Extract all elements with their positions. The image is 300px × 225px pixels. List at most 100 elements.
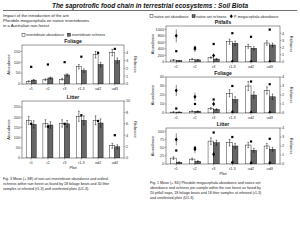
error-stem bbox=[83, 69, 84, 72]
caption-line: Fig. 3 Mean (+ SE) of non-ant invertebra… bbox=[3, 177, 108, 181]
bar bbox=[98, 65, 103, 85]
y-tick-label: 20 bbox=[160, 93, 164, 97]
panel-title: Foliage bbox=[214, 70, 232, 76]
point bbox=[231, 160, 234, 164]
error-cap bbox=[45, 119, 47, 120]
y-tick-label: 400 bbox=[158, 47, 164, 51]
panel: 0200400600800100001234r1r2r3r1-3ud2ud3Ab… bbox=[150, 19, 294, 69]
error-stem bbox=[179, 111, 180, 113]
error-bar bbox=[100, 119, 102, 127]
error-cap bbox=[50, 121, 52, 122]
marker-range bbox=[176, 29, 177, 42]
point bbox=[268, 60, 271, 62]
error-stem bbox=[216, 140, 217, 145]
y-tick-label: 800 bbox=[158, 34, 164, 38]
bar bbox=[264, 146, 270, 164]
error-stem bbox=[50, 122, 51, 129]
y2-tick-label: 10 bbox=[126, 99, 130, 103]
bar bbox=[31, 80, 36, 84]
legend-item: native ant abundance bbox=[150, 15, 189, 19]
error-stem bbox=[253, 92, 254, 98]
error-cap bbox=[173, 111, 175, 112]
error-stem bbox=[248, 82, 249, 91]
point bbox=[97, 52, 99, 54]
error-cap bbox=[66, 120, 68, 121]
point bbox=[80, 114, 82, 116]
legend-item: native ant richness bbox=[192, 15, 226, 19]
error-stem bbox=[67, 74, 68, 76]
error-bar bbox=[117, 145, 119, 149]
error-stem bbox=[248, 44, 249, 48]
error-cap bbox=[33, 128, 35, 129]
error-cap bbox=[45, 80, 47, 81]
y2-tick-label: 4 bbox=[282, 126, 284, 130]
error-stem bbox=[266, 87, 267, 94]
error-stem bbox=[266, 143, 267, 148]
error-bar bbox=[178, 111, 180, 113]
error-bar bbox=[111, 49, 113, 56]
error-cap bbox=[234, 41, 236, 42]
point bbox=[30, 123, 32, 125]
error-cap bbox=[117, 63, 119, 64]
error-stem bbox=[272, 43, 273, 47]
y2-tick-label: 0 bbox=[126, 82, 128, 86]
bar bbox=[171, 60, 177, 62]
point bbox=[268, 161, 271, 164]
point bbox=[269, 83, 271, 85]
x-tick-label: ud2 bbox=[248, 116, 254, 120]
bar bbox=[110, 53, 115, 84]
error-stem bbox=[179, 60, 180, 62]
x-tick-label: r1-3 bbox=[229, 167, 236, 171]
plot-frame bbox=[22, 101, 124, 158]
error-bar bbox=[95, 116, 97, 125]
error-stem bbox=[179, 162, 180, 163]
error-cap bbox=[117, 148, 119, 149]
error-stem bbox=[100, 62, 101, 66]
error-bar bbox=[197, 110, 199, 112]
caption-line: samples at infested (r1-3) and uninfeste… bbox=[3, 187, 89, 191]
error-bar bbox=[229, 139, 231, 146]
error-cap bbox=[266, 148, 268, 149]
x-tick-label: r1-3 bbox=[229, 65, 236, 69]
x-tick-label: r3 bbox=[212, 65, 215, 69]
bar bbox=[264, 91, 270, 114]
bar bbox=[245, 145, 251, 164]
y2-axis-label: Richness bbox=[289, 87, 294, 103]
error-cap bbox=[45, 78, 47, 79]
error-bar bbox=[61, 78, 63, 80]
y-tick-label: 250 bbox=[14, 105, 20, 109]
point bbox=[175, 89, 178, 93]
point bbox=[175, 138, 178, 142]
error-stem bbox=[216, 58, 217, 59]
bar bbox=[43, 123, 48, 158]
bar bbox=[189, 59, 195, 62]
error-bar bbox=[191, 59, 193, 60]
error-cap bbox=[234, 45, 236, 46]
error-bar bbox=[111, 143, 113, 148]
error-cap bbox=[100, 118, 102, 119]
bar bbox=[195, 161, 201, 164]
error-stem bbox=[100, 119, 101, 127]
error-bar bbox=[178, 162, 180, 163]
error-cap bbox=[173, 156, 175, 157]
marker-range bbox=[194, 146, 195, 153]
x-tick-label: r1-3 bbox=[78, 161, 85, 165]
error-cap bbox=[33, 120, 35, 121]
x-tick-label: ud2 bbox=[248, 65, 254, 69]
error-cap bbox=[253, 46, 255, 47]
x-tick-label: r2 bbox=[193, 116, 196, 120]
error-cap bbox=[216, 140, 218, 141]
error-cap bbox=[266, 143, 268, 144]
bar bbox=[48, 125, 53, 158]
marker-range bbox=[194, 93, 195, 101]
error-stem bbox=[192, 110, 193, 112]
legend-label: invertebrate richness bbox=[72, 33, 106, 37]
point bbox=[47, 63, 49, 65]
x-tick-label: ud3 bbox=[267, 65, 273, 69]
error-cap bbox=[191, 111, 193, 112]
error-bar bbox=[173, 59, 175, 61]
error-cap bbox=[178, 60, 180, 61]
error-stem bbox=[45, 120, 46, 127]
error-cap bbox=[197, 160, 199, 161]
error-stem bbox=[272, 94, 273, 99]
